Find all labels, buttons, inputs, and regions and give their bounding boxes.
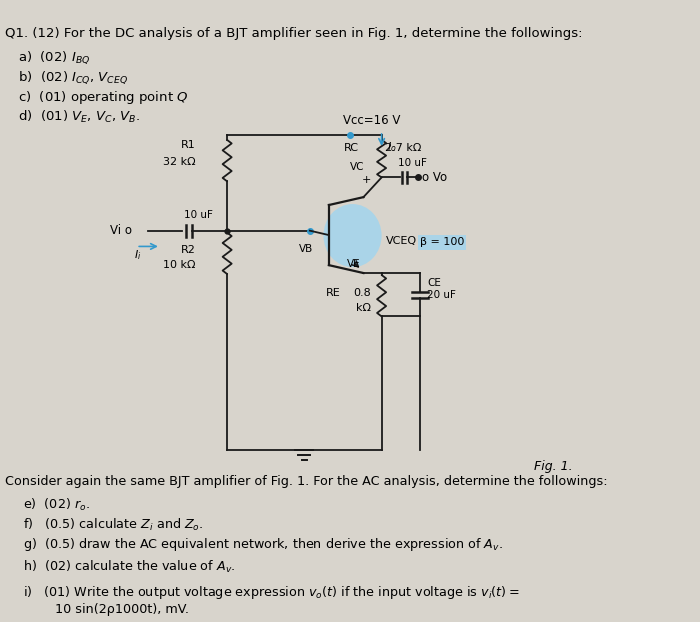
Text: CE
20 uF: CE 20 uF: [427, 278, 456, 300]
Text: VE: VE: [347, 259, 360, 269]
Text: VC: VC: [350, 162, 364, 172]
Text: VCEQ: VCEQ: [386, 236, 417, 246]
Text: β = 100: β = 100: [420, 238, 464, 248]
Text: b)  (02) $I_{CQ}$, $V_{CEQ}$: b) (02) $I_{CQ}$, $V_{CEQ}$: [18, 69, 128, 86]
Text: Vi o: Vi o: [110, 224, 132, 237]
Text: 10 uF: 10 uF: [184, 210, 213, 220]
Text: R1: R1: [181, 140, 195, 150]
Text: R2: R2: [181, 246, 195, 256]
Text: 10 uF: 10 uF: [398, 157, 427, 167]
Text: h)  (02) calculate the value of $A_v$.: h) (02) calculate the value of $A_v$.: [22, 559, 235, 575]
Circle shape: [323, 204, 382, 267]
Text: Q1. (12) For the DC analysis of a BJT amplifier seen in Fig. 1, determine the fo: Q1. (12) For the DC analysis of a BJT am…: [4, 27, 582, 40]
Text: RE: RE: [326, 288, 341, 298]
Text: $I_o$: $I_o$: [387, 140, 397, 154]
Text: c)  (01) operating point $Q$: c) (01) operating point $Q$: [18, 89, 188, 106]
Text: a)  (02) $I_{BQ}$: a) (02) $I_{BQ}$: [18, 49, 90, 66]
Text: 10 kΩ: 10 kΩ: [163, 260, 195, 270]
Text: +: +: [362, 175, 371, 185]
Text: RC: RC: [344, 143, 359, 153]
Text: o Vo: o Vo: [421, 171, 447, 184]
Text: g)  (0.5) draw the AC equivalent network, then derive the expression of $A_v$.: g) (0.5) draw the AC equivalent network,…: [22, 536, 503, 553]
Text: 2.7 kΩ: 2.7 kΩ: [385, 143, 421, 153]
Text: f)   (0.5) calculate $Z_i$ and $Z_o$.: f) (0.5) calculate $Z_i$ and $Z_o$.: [22, 516, 203, 532]
Text: d)  (01) $V_E$, $V_C$, $V_B$.: d) (01) $V_E$, $V_C$, $V_B$.: [18, 108, 140, 124]
Text: Vcc=16 V: Vcc=16 V: [342, 114, 400, 127]
Text: kΩ: kΩ: [356, 303, 371, 313]
Text: VB: VB: [299, 244, 314, 254]
Text: $I_i$: $I_i$: [134, 248, 141, 262]
Text: 32 kΩ: 32 kΩ: [162, 157, 195, 167]
Text: i)   (01) Write the output voltage expression $v_o(t)$ if the input voltage is $: i) (01) Write the output voltage express…: [22, 583, 519, 616]
Text: 0.8: 0.8: [353, 288, 371, 298]
Text: Consider again the same BJT amplifier of Fig. 1. For the AC analysis, determine : Consider again the same BJT amplifier of…: [4, 475, 607, 488]
Text: Fig. 1.: Fig. 1.: [534, 460, 573, 473]
Text: e)  (02) $r_o$.: e) (02) $r_o$.: [22, 497, 90, 513]
